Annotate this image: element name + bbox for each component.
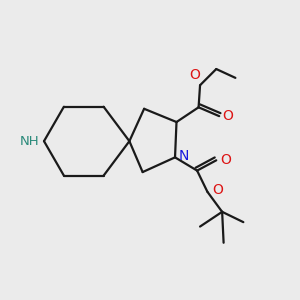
- Text: O: O: [223, 109, 234, 123]
- Text: O: O: [213, 183, 224, 197]
- Text: O: O: [189, 68, 200, 82]
- Text: N: N: [179, 149, 189, 163]
- Text: O: O: [220, 153, 231, 167]
- Text: NH: NH: [20, 135, 40, 148]
